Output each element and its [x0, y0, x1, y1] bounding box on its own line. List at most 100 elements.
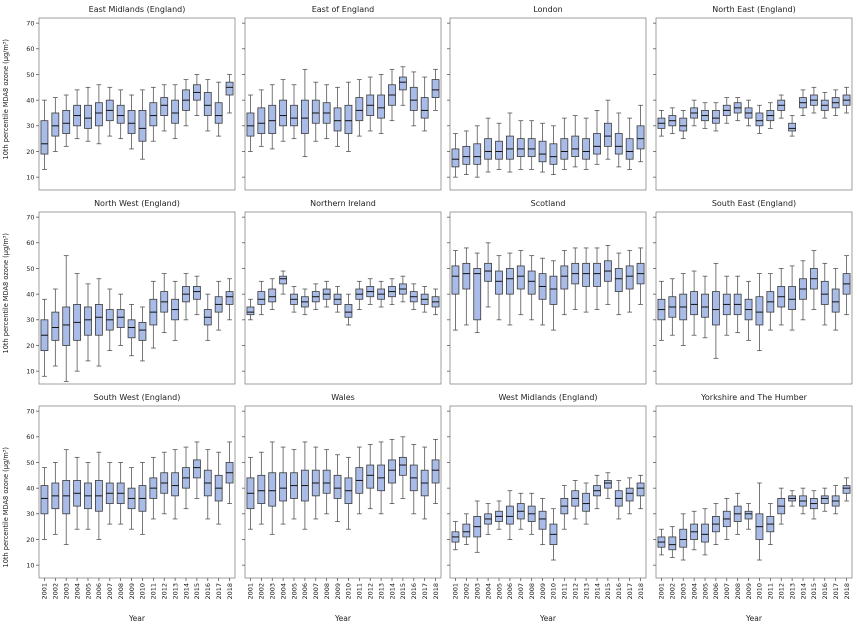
box-2008	[528, 138, 537, 158]
subplot-northern-ireland: Northern Ireland	[241, 199, 442, 385]
box-2006	[94, 304, 103, 336]
y-tick-label: 10	[26, 367, 34, 375]
x-tick-label: 2010	[139, 583, 147, 600]
box-2013	[171, 472, 179, 497]
y-tick-label: 20	[26, 342, 34, 350]
x-tick-label: 2002	[669, 583, 677, 600]
x-tick-label: 2006	[95, 583, 103, 600]
y-tick-label: 20	[26, 536, 34, 544]
y-tick-label: 50	[26, 265, 34, 273]
box-2003	[268, 288, 276, 303]
box-2014	[593, 133, 602, 155]
subplot-east-of-england: East of England	[241, 5, 442, 191]
x-tick-label: 2012	[366, 583, 374, 600]
box-2009	[744, 510, 753, 520]
box-2001	[246, 112, 255, 137]
y-tick-label: 20	[26, 148, 34, 156]
x-tick-label: 2007	[518, 583, 526, 600]
box-2013	[788, 122, 797, 132]
x-tick-label: 2005	[702, 583, 710, 600]
box-2010	[138, 321, 147, 341]
box-2010	[755, 112, 764, 127]
plot-frame	[655, 17, 853, 191]
box-2002	[51, 112, 60, 137]
box-2002	[257, 107, 265, 134]
box-2010	[344, 304, 353, 318]
subplot-title: East Midlands (England)	[89, 5, 186, 14]
subplot-title: East of England	[311, 5, 374, 14]
box-2016	[409, 86, 418, 111]
box-2002	[462, 145, 471, 165]
box-2008	[116, 104, 125, 124]
x-tick-label: 2018	[637, 583, 645, 600]
y-tick-label: 30	[26, 316, 34, 324]
x-tick-label: 2010	[550, 583, 558, 600]
box-2012	[571, 135, 580, 158]
box-2007	[311, 99, 320, 124]
box-2010	[755, 296, 764, 326]
y-tick-label: 60	[26, 433, 34, 441]
box-2011	[149, 102, 158, 127]
x-tick-label: 2013	[377, 583, 385, 600]
x-tick-label: 2016	[821, 583, 829, 600]
x-tick-label: 2001	[452, 583, 460, 600]
x-tick-label: 2002	[463, 583, 471, 600]
box-2006	[712, 110, 721, 124]
x-tick-label: 2012	[161, 583, 169, 600]
box-2006	[94, 102, 103, 127]
box-2013	[376, 94, 385, 119]
x-tick-label: 2014	[388, 583, 396, 600]
box-2017	[832, 288, 840, 313]
y-tick-label: 30	[26, 510, 34, 518]
x-tick-label: 2003	[680, 583, 688, 600]
subplot-title: North West (England)	[94, 199, 180, 208]
x-tick-label: 2014	[182, 583, 190, 600]
box-2008	[116, 309, 125, 328]
x-axis-title: Year	[540, 614, 558, 623]
box-2002	[257, 291, 265, 305]
box-2014	[593, 262, 602, 287]
box-2006	[300, 99, 309, 134]
x-axis-title: Year	[128, 614, 146, 623]
box-2002	[257, 474, 265, 504]
box-2015	[398, 76, 407, 91]
x-tick-label: 2003	[474, 583, 482, 600]
x-tick-label: 2006	[301, 583, 309, 600]
plot-frame	[655, 211, 853, 385]
box-2003	[679, 117, 688, 132]
box-2003	[62, 306, 71, 346]
subplot-title: South West (England)	[94, 393, 181, 402]
subplot-title: Wales	[331, 393, 355, 402]
x-tick-label: 2004	[485, 583, 493, 600]
plot-frame	[450, 405, 647, 579]
x-tick-label: 2011	[561, 583, 569, 600]
box-2006	[506, 135, 515, 160]
x-tick-label: 2008	[323, 583, 331, 600]
box-2001	[40, 120, 49, 155]
box-2016	[615, 268, 624, 292]
box-2009	[127, 319, 136, 339]
x-tick-label: 2018	[843, 583, 851, 600]
subplot-north-west-england: North West (England) 10 20 30 40 50 60 70	[26, 199, 236, 385]
x-tick-label: 2017	[626, 583, 634, 600]
x-tick-label: 2001	[658, 583, 666, 600]
box-2010	[344, 104, 353, 134]
x-tick-label: 2006	[712, 583, 720, 600]
x-tick-label: 2005	[496, 583, 504, 600]
box-2003	[473, 268, 482, 321]
x-axis-title: Year	[745, 614, 763, 623]
x-tick-label: 2016	[616, 583, 624, 600]
y-axis-label: 10th percentile MDA8 ozone (µg/m³)	[2, 446, 11, 568]
box-2001	[452, 148, 460, 168]
box-2013	[788, 286, 797, 310]
box-2018	[637, 125, 645, 150]
box-2012	[366, 464, 374, 489]
x-tick-label: 2007	[723, 583, 731, 600]
box-2018	[431, 79, 440, 98]
box-2017	[420, 97, 429, 119]
y-tick-label: 10	[26, 561, 34, 569]
subplot-south-east-england: South East (England)	[653, 199, 853, 385]
subplot-title: North East (England)	[713, 5, 796, 14]
x-tick-label: 2010	[344, 583, 352, 600]
box-2017	[214, 102, 223, 124]
